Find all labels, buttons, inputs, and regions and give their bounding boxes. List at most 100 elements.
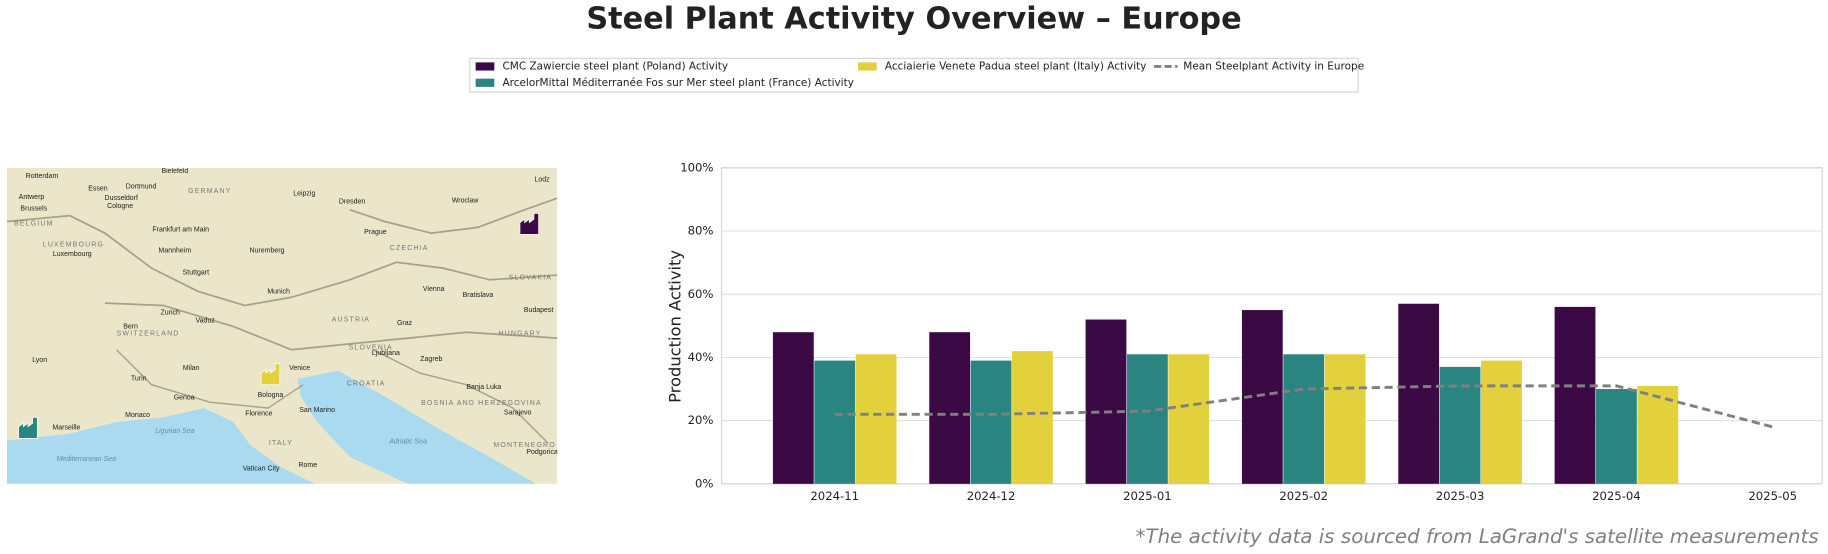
map-label: Monaco	[125, 412, 150, 419]
bar	[1554, 306, 1596, 484]
map-label: HUNGARY	[498, 330, 541, 337]
map-label: Luxembourg	[53, 251, 92, 258]
map: Rotterdam Essen Dortmund Bielefeld GERMANY Le…	[6, 167, 558, 484]
map-label: Milan	[183, 365, 200, 372]
map-label: SWITZERLAND	[117, 330, 180, 337]
legend-label: CMC Zawiercie steel plant (Poland) Activ…	[502, 60, 728, 72]
x-tick-label: 2024-11	[810, 489, 859, 503]
map-label: Podgorica	[526, 449, 558, 456]
map-label: Mediterranean Sea	[57, 456, 117, 463]
y-axis-label: Production Activity	[666, 250, 685, 403]
bar	[929, 332, 971, 484]
bar	[1596, 389, 1637, 484]
map-label: Rome	[298, 462, 317, 469]
map-label: GERMANY	[188, 188, 231, 195]
map-label: Bern	[123, 323, 138, 330]
map-label: Frankfurt am Main	[152, 227, 209, 234]
footnote: *The activity data is sourced from LaGra…	[1136, 525, 1819, 548]
bar	[814, 360, 856, 484]
x-tick-label: 2025-03	[1436, 489, 1485, 503]
map-label: Banja Luka	[466, 384, 501, 391]
map-label: Lodz	[535, 176, 551, 183]
map-label: Marseille	[52, 425, 80, 432]
x-tick-label: 2025-04	[1592, 489, 1641, 503]
plant-icon	[260, 363, 281, 386]
map-label: Bielefeld	[161, 168, 188, 175]
map-label: Bratislava	[463, 292, 494, 299]
legend-label: Mean Steelplant Activity in Europe	[1183, 60, 1364, 72]
map-label: Zagreb	[420, 356, 442, 363]
bar	[1012, 351, 1053, 484]
y-tick-label: 20%	[688, 413, 714, 427]
map-label: Mannheim	[159, 247, 192, 254]
bar	[1439, 366, 1481, 484]
bar	[1481, 360, 1522, 484]
map-label: BELGIUM	[14, 221, 54, 228]
map-border	[116, 349, 549, 444]
bar	[1324, 354, 1366, 484]
map-label: Vatican City	[243, 466, 280, 473]
plant-icon	[519, 212, 539, 235]
legend-label: Acciaierie Venete Padua steel plant (Ita…	[885, 60, 1147, 72]
legend-label: ArcelorMittal Méditerranée Fos sur Mer s…	[502, 77, 853, 89]
map-label: Essen	[88, 186, 108, 193]
map-label: Dortmund	[126, 183, 157, 190]
map-label: Prague	[364, 229, 387, 236]
bar	[1168, 354, 1210, 484]
legend-swatch	[475, 62, 495, 71]
y-tick-label: 40%	[688, 350, 714, 364]
map-label: Brussels	[20, 206, 47, 213]
map-label: Leipzig	[293, 190, 315, 197]
map-label: Ljubljana	[372, 350, 400, 357]
bar	[970, 360, 1012, 484]
y-tick-label: 80%	[688, 224, 714, 238]
map-label: Zurich	[161, 309, 181, 316]
map-label: San Marino	[299, 407, 335, 414]
y-tick-label: 0%	[695, 476, 713, 490]
x-tick-label: 2025-05	[1748, 489, 1797, 503]
map-label: CROATIA	[347, 380, 386, 387]
legend-box	[469, 57, 1359, 93]
map-label: SLOVENIA	[349, 344, 393, 351]
bar	[772, 332, 814, 484]
map-label: Budapest	[524, 307, 554, 314]
bar	[1637, 385, 1679, 484]
map-label: Wroclaw	[452, 197, 480, 204]
x-tick-label: 2024-12	[967, 489, 1016, 503]
map-sea	[297, 370, 537, 484]
map-label: SLOVAKIA	[509, 274, 552, 281]
bar	[1085, 319, 1127, 484]
map-label: Dresden	[339, 199, 366, 206]
map-label: Dusseldorf	[105, 195, 138, 202]
map-label: Munich	[267, 288, 290, 295]
map-label: Rotterdam	[26, 173, 59, 180]
map-label: Genoa	[174, 394, 195, 401]
map-label: Stuttgart	[183, 270, 209, 277]
map-label: MONTENEGRO	[493, 442, 555, 449]
map-label: Nuremberg	[250, 247, 285, 254]
x-tick-label: 2025-02	[1279, 489, 1328, 503]
x-tick-label: 2025-01	[1123, 489, 1172, 503]
map-sea	[6, 408, 315, 484]
map-label: Graz	[397, 320, 413, 327]
bar	[1283, 354, 1325, 484]
map-label: Venice	[289, 365, 310, 372]
legend-swatch	[475, 78, 495, 87]
map-label: LUXEMBOURG	[43, 242, 104, 249]
map-label: Adriatic Sea	[388, 439, 427, 446]
map-label: Sarajevo	[504, 410, 532, 417]
map-border	[6, 214, 558, 307]
y-tick-label: 60%	[688, 287, 714, 301]
chart-title: Steel Plant Activity Overview – Europe	[586, 1, 1241, 36]
map-label: Vaduz	[196, 317, 216, 324]
mean-line	[834, 384, 1774, 429]
map-label: Lyon	[32, 357, 47, 364]
bar	[855, 354, 897, 484]
map-label: Florence	[245, 411, 272, 418]
bar	[1398, 303, 1440, 484]
map-label: Vienna	[423, 286, 445, 293]
map-label: Bologna	[258, 392, 284, 399]
map-label: Antwerp	[19, 194, 45, 201]
